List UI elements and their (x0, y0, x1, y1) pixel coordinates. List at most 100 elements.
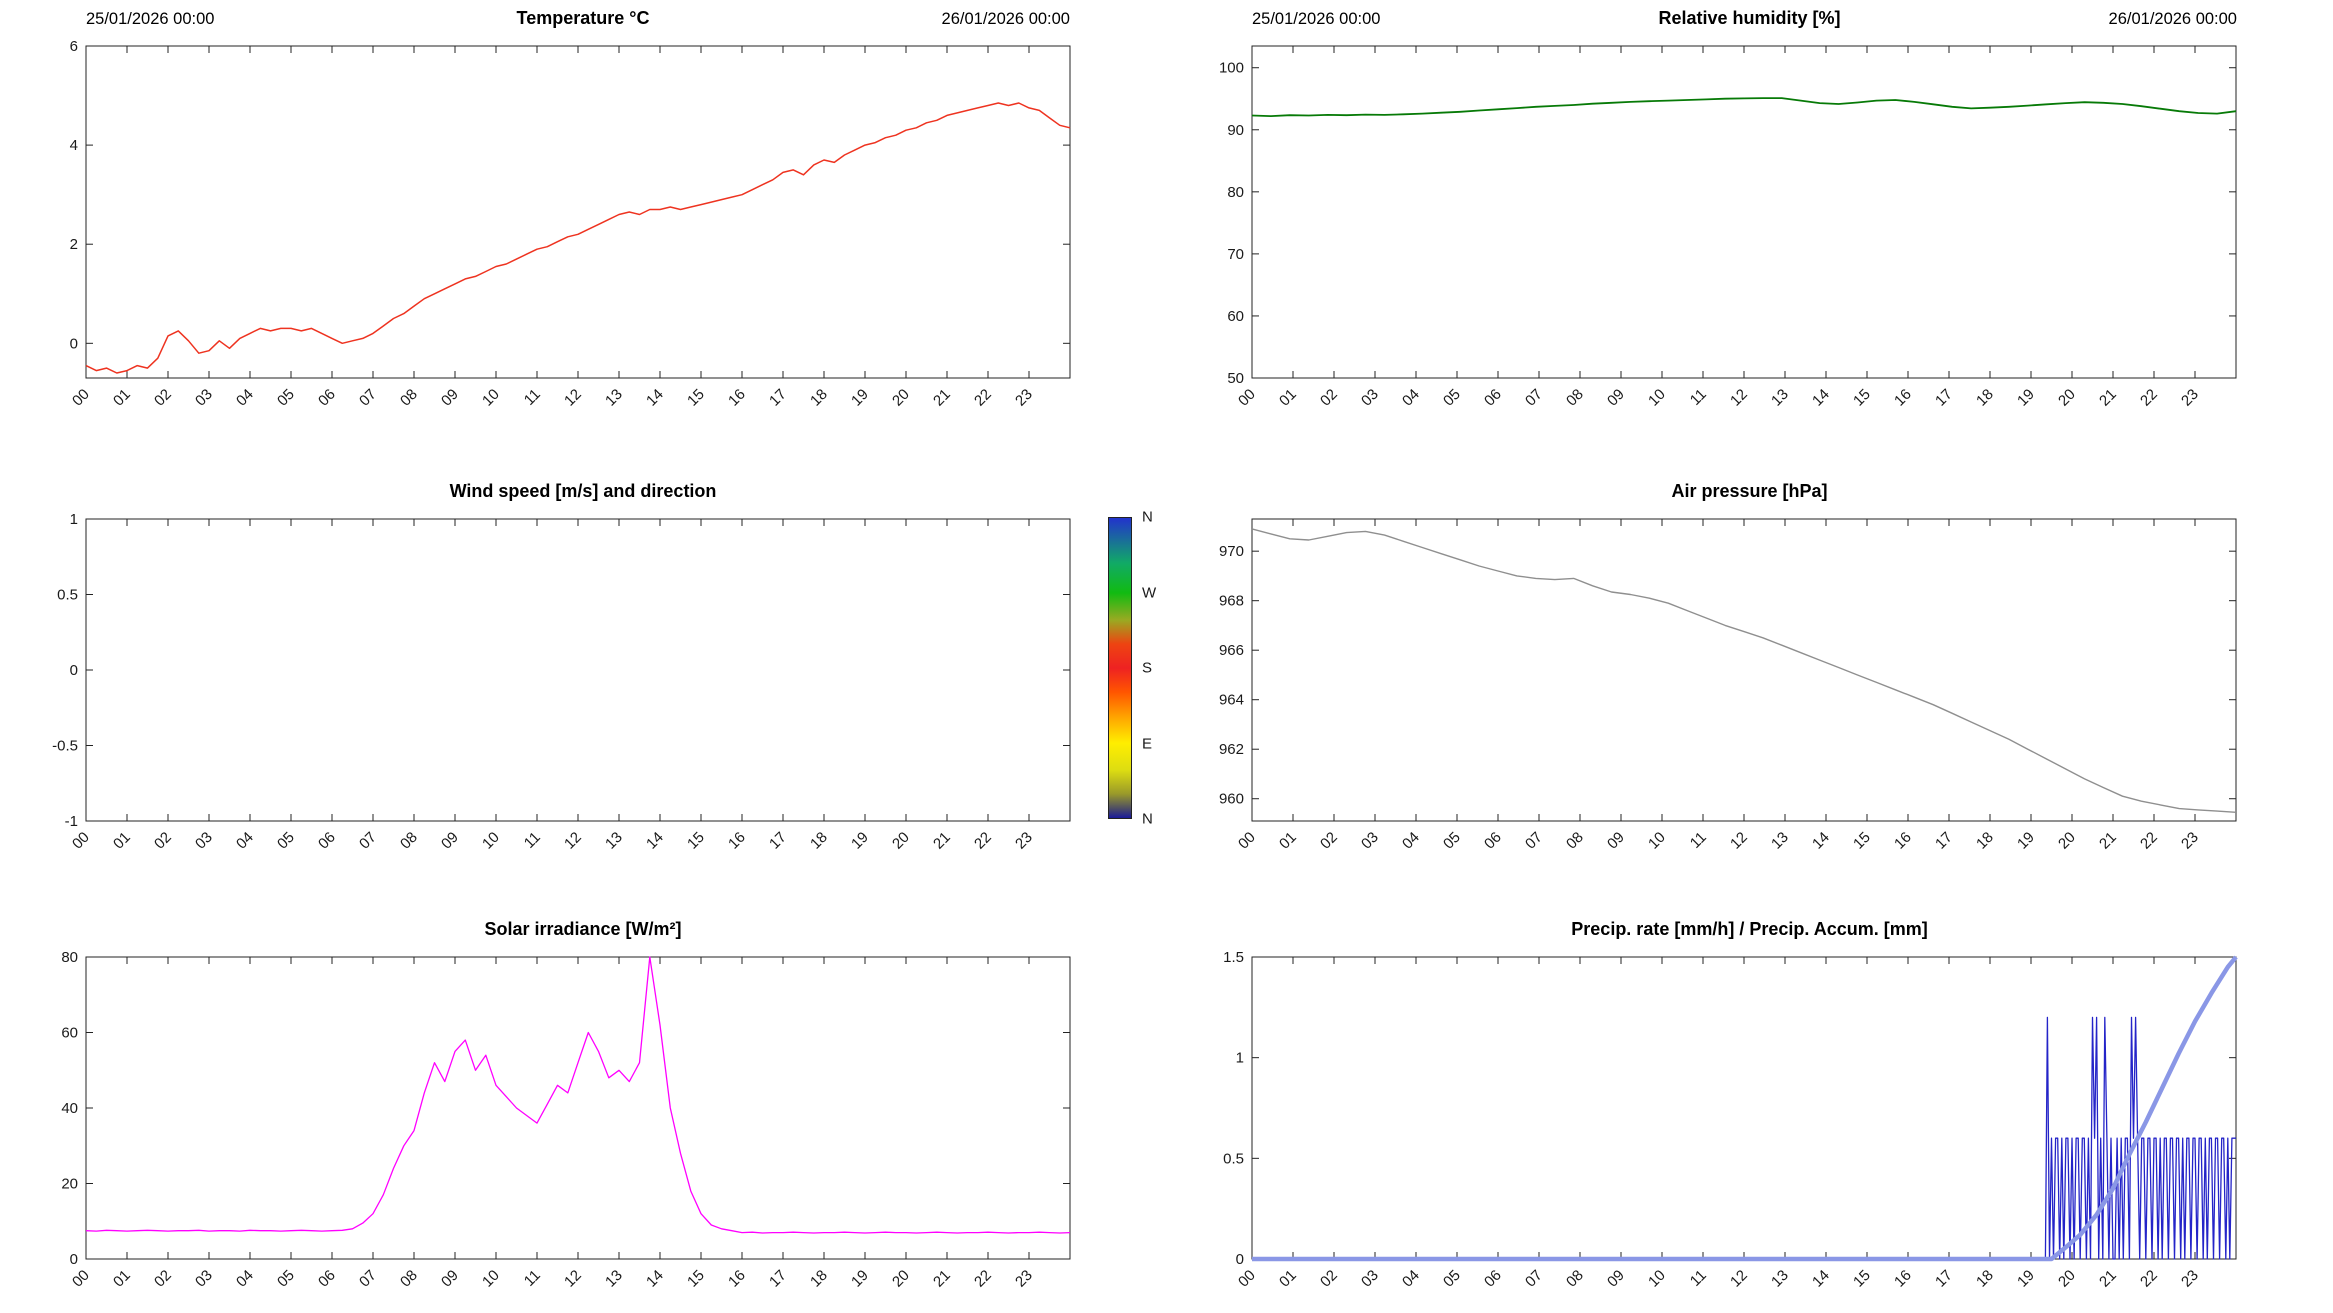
svg-text:17: 17 (1932, 386, 1956, 410)
svg-text:0: 0 (70, 1251, 78, 1268)
svg-text:20: 20 (2055, 829, 2079, 853)
svg-text:11: 11 (1687, 829, 1710, 852)
svg-text:16: 16 (1891, 386, 1915, 410)
svg-text:13: 13 (1768, 386, 1792, 410)
temperature-chart-title: Temperature °C (516, 8, 650, 28)
svg-text:10: 10 (479, 386, 503, 410)
svg-text:04: 04 (233, 1267, 257, 1291)
svg-text:06: 06 (315, 829, 339, 853)
svg-text:11: 11 (521, 386, 544, 409)
svg-text:2: 2 (70, 236, 78, 253)
wind-chart-header: Wind speed [m/s] and direction (0, 481, 1166, 509)
svg-text:06: 06 (1481, 829, 1505, 853)
svg-text:22: 22 (971, 1267, 995, 1291)
colorbar-label-n-top: N (1142, 508, 1153, 526)
svg-text:960: 960 (1219, 791, 1244, 808)
svg-text:17: 17 (766, 1267, 790, 1291)
humidity-chart-title: Relative humidity [%] (1658, 8, 1841, 28)
svg-text:50: 50 (1227, 370, 1244, 387)
svg-text:13: 13 (1768, 829, 1792, 853)
svg-text:07: 07 (356, 1267, 380, 1291)
svg-text:22: 22 (971, 386, 995, 410)
svg-text:17: 17 (1932, 1267, 1956, 1291)
solar-chart-title: Solar irradiance [W/m²] (484, 919, 682, 939)
svg-text:02: 02 (1317, 386, 1341, 410)
svg-text:17: 17 (766, 829, 790, 853)
svg-text:60: 60 (1227, 308, 1244, 325)
svg-text:12: 12 (561, 386, 585, 410)
svg-text:07: 07 (356, 386, 380, 410)
svg-text:15: 15 (684, 829, 708, 853)
svg-text:20: 20 (889, 1267, 913, 1291)
svg-text:17: 17 (766, 386, 790, 410)
svg-text:14: 14 (643, 829, 667, 853)
svg-text:09: 09 (1604, 1267, 1628, 1291)
svg-text:23: 23 (1012, 829, 1036, 853)
svg-text:22: 22 (2137, 829, 2161, 853)
svg-text:06: 06 (315, 1267, 339, 1291)
svg-text:09: 09 (438, 1267, 462, 1291)
svg-text:21: 21 (930, 1267, 954, 1291)
svg-text:23: 23 (2178, 829, 2202, 853)
svg-text:02: 02 (151, 829, 175, 853)
svg-text:10: 10 (479, 1267, 503, 1291)
solar-chart-header: Solar irradiance [W/m²] (0, 919, 1166, 947)
svg-text:01: 01 (110, 386, 134, 410)
wind-direction-colorbar: N W S E N (1108, 509, 1164, 828)
svg-text:19: 19 (2014, 1267, 2038, 1291)
svg-text:20: 20 (61, 1176, 78, 1193)
svg-text:03: 03 (192, 829, 216, 853)
svg-text:00: 00 (69, 829, 93, 853)
svg-text:03: 03 (192, 386, 216, 410)
svg-text:11: 11 (1687, 1267, 1710, 1290)
svg-text:14: 14 (1809, 1267, 1833, 1291)
humidity-chart-header: 25/01/2026 00:00 Relative humidity [%] 2… (1166, 8, 2333, 36)
svg-text:05: 05 (1440, 829, 1464, 853)
svg-text:08: 08 (1563, 1267, 1587, 1291)
svg-text:20: 20 (889, 829, 913, 853)
svg-text:23: 23 (2178, 1267, 2202, 1291)
svg-text:60: 60 (61, 1025, 78, 1042)
svg-text:22: 22 (971, 829, 995, 853)
svg-text:13: 13 (1768, 1267, 1792, 1291)
svg-text:40: 40 (61, 1100, 78, 1117)
temperature-chart-header: 25/01/2026 00:00 Temperature °C 26/01/20… (0, 8, 1166, 36)
date-annotation-right: 26/01/2026 00:00 (941, 10, 1070, 28)
svg-text:0: 0 (70, 335, 78, 352)
colorbar-gradient (1108, 517, 1132, 819)
svg-text:962: 962 (1219, 741, 1244, 758)
svg-text:03: 03 (1358, 829, 1382, 853)
svg-text:19: 19 (2014, 386, 2038, 410)
svg-text:1: 1 (70, 511, 78, 528)
svg-text:70: 70 (1227, 246, 1244, 263)
wind-chart-title: Wind speed [m/s] and direction (449, 481, 717, 501)
svg-text:16: 16 (725, 386, 749, 410)
svg-text:14: 14 (643, 386, 667, 410)
colorbar-label-n-bottom: N (1142, 810, 1153, 828)
svg-text:20: 20 (2055, 386, 2079, 410)
svg-text:0.5: 0.5 (57, 587, 78, 604)
svg-text:06: 06 (315, 386, 339, 410)
svg-text:02: 02 (151, 386, 175, 410)
svg-text:04: 04 (233, 386, 257, 410)
svg-text:21: 21 (2096, 829, 2120, 853)
svg-text:13: 13 (602, 829, 626, 853)
svg-text:15: 15 (1850, 829, 1874, 853)
svg-text:13: 13 (602, 1267, 626, 1291)
svg-text:21: 21 (2096, 1267, 2120, 1291)
svg-text:14: 14 (1809, 386, 1833, 410)
svg-text:20: 20 (2055, 1267, 2079, 1291)
date-annotation-right: 26/01/2026 00:00 (2108, 10, 2237, 28)
svg-text:19: 19 (848, 1267, 872, 1291)
svg-text:00: 00 (69, 386, 93, 410)
svg-text:16: 16 (1891, 829, 1915, 853)
svg-text:23: 23 (1012, 1267, 1036, 1291)
svg-text:6: 6 (70, 38, 78, 55)
svg-text:07: 07 (1522, 386, 1546, 410)
svg-text:00: 00 (1235, 1267, 1259, 1291)
wind-chart: Wind speed [m/s] and direction 00 01 02 03 0… (0, 437, 1166, 875)
pressure-chart-header: Air pressure [hPa] (1166, 481, 2333, 509)
svg-text:13: 13 (602, 386, 626, 410)
svg-text:02: 02 (1317, 1267, 1341, 1291)
